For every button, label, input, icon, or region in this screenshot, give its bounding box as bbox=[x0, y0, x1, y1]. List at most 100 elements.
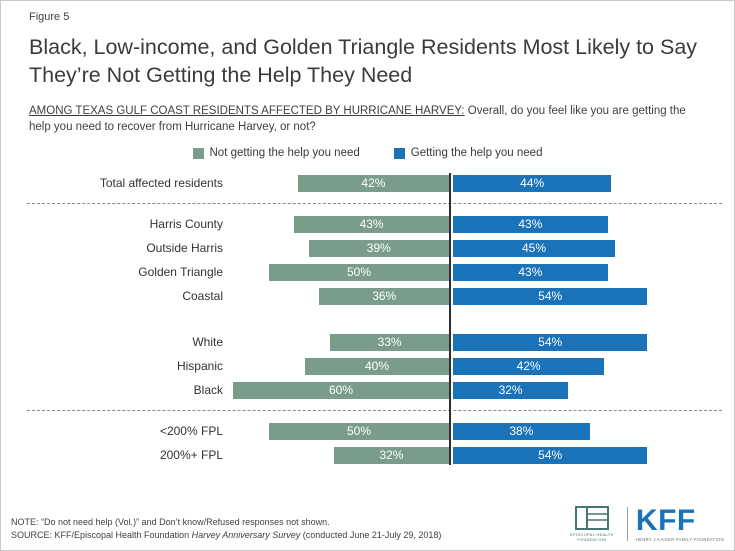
row-label: Golden Triangle bbox=[138, 265, 223, 280]
bar-value-label: 38% bbox=[509, 424, 534, 439]
not-getting-help-bar: 43% bbox=[294, 215, 449, 233]
footer-notes: NOTE: “Do not need help (Vol.)” and Don’… bbox=[11, 516, 441, 542]
legend-label: Getting the help you need bbox=[410, 147, 543, 160]
getting-help-bar: 42% bbox=[453, 357, 605, 375]
bar-value-label: 32% bbox=[379, 448, 404, 463]
kff-logo-subtext: HENRY J KAISER FAMILY FOUNDATION bbox=[635, 536, 724, 542]
getting-help-zone: 43% bbox=[453, 215, 675, 233]
not-getting-help-zone: 50% bbox=[231, 263, 449, 281]
getting-help-bar: 54% bbox=[453, 446, 648, 464]
row-label: Outside Harris bbox=[146, 241, 223, 256]
chart-row: 200%+ FPL 32% 54% bbox=[1, 443, 734, 467]
bar-value-label: 50% bbox=[346, 265, 372, 280]
chart-row: White 33% 54% bbox=[1, 330, 734, 354]
not-getting-help-bar: 33% bbox=[330, 333, 449, 351]
chart-row: Coastal 36% 54% bbox=[1, 284, 734, 308]
chart-row: Outside Harris 39% 45% bbox=[1, 236, 734, 260]
not-getting-help-zone: 60% bbox=[231, 381, 449, 399]
chart-row: <200% FPL 50% 38% bbox=[1, 419, 734, 443]
group-gap bbox=[1, 308, 734, 330]
logo-divider bbox=[626, 506, 628, 541]
note-line: NOTE: “Do not need help (Vol.)” and Don’… bbox=[11, 516, 330, 527]
not-getting-help-zone: 42% bbox=[231, 174, 449, 192]
bar-value-label: 45% bbox=[521, 241, 547, 256]
bar-value-label: 60% bbox=[328, 383, 354, 398]
getting-help-zone: 54% bbox=[453, 287, 675, 305]
source-survey-name: Harvey Anniversary Survey bbox=[191, 529, 301, 540]
not-getting-help-zone: 36% bbox=[231, 287, 449, 305]
row-label: Harris County bbox=[149, 217, 223, 232]
legend-swatch-icon bbox=[192, 147, 204, 159]
center-axis-line bbox=[449, 173, 451, 466]
not-getting-help-bar: 36% bbox=[319, 287, 449, 305]
getting-help-zone: 38% bbox=[453, 422, 675, 440]
bar-value-label: 44% bbox=[520, 176, 545, 191]
bar-value-label: 50% bbox=[346, 424, 372, 439]
episcopal-health-foundation-logo: EPISCOPAL HEALTH FOUNDATION bbox=[565, 505, 619, 542]
legend-label: Not getting the help you need bbox=[209, 147, 360, 160]
not-getting-help-bar: 50% bbox=[269, 263, 449, 281]
row-label: 200%+ FPL bbox=[159, 448, 223, 463]
bar-value-label: 54% bbox=[538, 335, 563, 350]
getting-help-bar: 45% bbox=[453, 239, 615, 257]
question-rest-part: Overall, do you feel like you are gettin… bbox=[29, 104, 686, 134]
bar-value-label: 42% bbox=[516, 359, 541, 374]
legend: Not getting the help you need Getting the… bbox=[29, 147, 706, 159]
chart-row: Harris County 43% 43% bbox=[1, 212, 734, 236]
header: Figure 5 Black, Low-income, and Golden T… bbox=[1, 1, 734, 159]
legend-swatch-icon bbox=[393, 147, 405, 159]
bar-value-label: 43% bbox=[518, 217, 543, 232]
getting-help-bar: 44% bbox=[453, 174, 612, 192]
getting-help-zone: 54% bbox=[453, 446, 675, 464]
getting-help-bar: 38% bbox=[453, 422, 590, 440]
bar-value-label: 40% bbox=[364, 359, 390, 374]
getting-help-zone: 45% bbox=[453, 239, 675, 257]
not-getting-help-zone: 32% bbox=[231, 446, 449, 464]
chart-row: Total affected residents 42% 44% bbox=[1, 171, 734, 195]
not-getting-help-zone: 40% bbox=[231, 357, 449, 375]
bar-value-label: 39% bbox=[366, 241, 391, 256]
getting-help-bar: 54% bbox=[453, 287, 648, 305]
not-getting-help-bar: 40% bbox=[305, 357, 449, 375]
bar-value-label: 32% bbox=[498, 383, 523, 398]
bar-value-label: 54% bbox=[538, 448, 563, 463]
not-getting-help-bar: 39% bbox=[308, 239, 449, 257]
dashed-divider bbox=[27, 203, 722, 205]
not-getting-help-zone: 43% bbox=[231, 215, 449, 233]
source-suffix: (conducted June 21-July 29, 2018) bbox=[300, 529, 442, 540]
row-label: White bbox=[192, 335, 223, 350]
source-line: SOURCE: KFF/Episcopal Health Foundation … bbox=[11, 529, 441, 542]
not-getting-help-bar: 32% bbox=[333, 446, 449, 464]
getting-help-bar: 54% bbox=[453, 333, 648, 351]
ehf-logo-icon bbox=[574, 505, 609, 530]
row-label: Black bbox=[193, 383, 223, 398]
getting-help-bar: 32% bbox=[453, 381, 569, 399]
getting-help-zone: 32% bbox=[453, 381, 675, 399]
not-getting-help-bar: 60% bbox=[233, 381, 449, 399]
bar-value-label: 33% bbox=[377, 335, 402, 350]
chart-body: Total affected residents 42% 44% Harris … bbox=[1, 171, 734, 467]
diverging-bar-chart: Total affected residents 42% 44% Harris … bbox=[1, 171, 734, 467]
not-getting-help-bar: 42% bbox=[297, 174, 449, 192]
row-label: Total affected residents bbox=[99, 176, 223, 191]
legend-item: Not getting the help you need bbox=[192, 147, 360, 160]
question-underlined-part: AMONG TEXAS GULF COAST RESIDENTS AFFECTE… bbox=[29, 104, 465, 117]
chart-row: Hispanic 40% 42% bbox=[1, 354, 734, 378]
getting-help-zone: 44% bbox=[453, 174, 675, 192]
getting-help-bar: 43% bbox=[453, 215, 608, 233]
row-label: <200% FPL bbox=[159, 424, 223, 439]
not-getting-help-zone: 39% bbox=[231, 239, 449, 257]
figure-label: Figure 5 bbox=[29, 11, 70, 23]
legend-item: Getting the help you need bbox=[393, 147, 543, 160]
row-label: Coastal bbox=[182, 289, 223, 304]
dashed-divider bbox=[27, 410, 722, 412]
getting-help-zone: 42% bbox=[453, 357, 675, 375]
getting-help-zone: 43% bbox=[453, 263, 675, 281]
chart-row: Golden Triangle 50% 43% bbox=[1, 260, 734, 284]
chart-title: Black, Low-income, and Golden Triangle R… bbox=[29, 35, 698, 88]
bar-value-label: 54% bbox=[538, 289, 563, 304]
bar-value-label: 43% bbox=[359, 217, 384, 232]
getting-help-bar: 43% bbox=[453, 263, 608, 281]
kff-logo: KFF HENRY J KAISER FAMILY FOUNDATION bbox=[635, 505, 724, 542]
